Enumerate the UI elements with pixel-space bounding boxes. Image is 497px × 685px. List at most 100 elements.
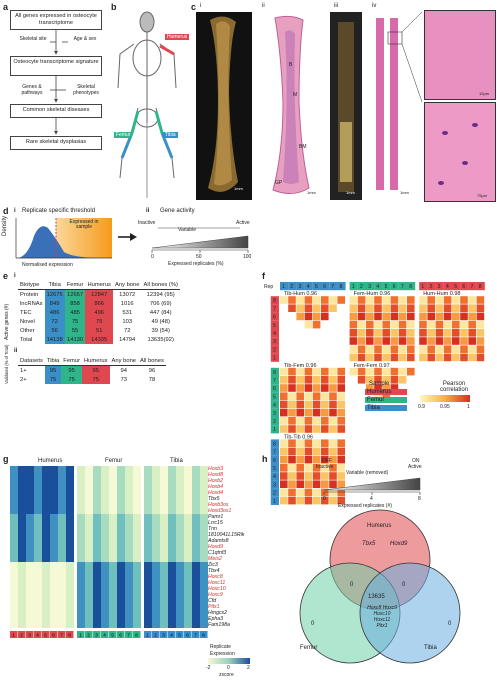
scale-label-75um: 75μm [477, 193, 488, 198]
g-heat-cell [117, 568, 125, 574]
g-heat-cell [160, 502, 168, 508]
gene-label: Hoxc11 [208, 580, 226, 586]
f-corr-cell [312, 472, 321, 480]
g-rep-label: 6 [52, 633, 55, 638]
h-active: Active [408, 464, 422, 470]
f-corr-cell [382, 337, 390, 345]
g-heat-cell [176, 616, 184, 622]
g-heat-cell [66, 484, 74, 490]
g-heat-cell [34, 574, 42, 580]
g-heat-cell [26, 622, 34, 628]
active-genes-cell: Novel [20, 318, 35, 325]
f-corr-cell [468, 353, 476, 362]
g-heat-cell [10, 610, 18, 616]
g-heat-cell [26, 592, 34, 598]
g-heat-cell [200, 616, 208, 622]
f-corr-cell [312, 376, 321, 384]
g-heat-cell [93, 592, 101, 598]
f-corr-cell [312, 296, 321, 304]
g-heat-cell [184, 496, 192, 502]
g-heat-cell [117, 550, 125, 556]
g-heat-cell [176, 592, 184, 598]
g-heat-cell [34, 472, 42, 478]
gene-label-column: Hoxb3 Hoxd8 Hoxb2 Hoxb4 Hoxd4 Tbx5 Hoxb3os Hoxd… [208, 466, 266, 628]
venn-fem-tib-genes: Hoxc8 Hoxc9 Hoxc10 Hoxc11 Pitx1 [356, 605, 408, 629]
g-heat-cell [192, 472, 200, 478]
g-heat-cell [93, 598, 101, 604]
f-corr-cell [452, 312, 460, 321]
gene-label: Tnn [208, 526, 217, 532]
f-corr-cell [304, 384, 313, 392]
g-heat-cell [109, 544, 117, 550]
g-heat-cell [101, 598, 109, 604]
venn-label-femur: Femur [300, 645, 318, 651]
f-corr-cell [398, 337, 407, 345]
f-corr-cell [280, 496, 288, 505]
f-corr-cell [366, 304, 374, 312]
g-heat-cell [125, 604, 133, 610]
g-rep-cell [101, 631, 109, 638]
f-top-rep [296, 282, 305, 291]
g-heat-cell [66, 568, 74, 574]
f-corr-cell [304, 320, 313, 329]
f-side-rep [270, 408, 279, 417]
g-heat-cell [50, 538, 58, 544]
f-corr-cell [374, 312, 382, 321]
gene-activity-wedge [151, 227, 249, 253]
g-heat-cell [42, 574, 50, 580]
f-top-rep-label: 8 [409, 284, 412, 290]
pearson-colorbar [420, 395, 470, 402]
f-corr-cell [382, 304, 390, 312]
f-side-rep [270, 464, 279, 473]
zoom-inset-2: 75μm [424, 102, 496, 202]
g-heat-cell [168, 478, 176, 484]
panel-d-label: d [3, 206, 9, 216]
g-heat-cell [34, 514, 42, 520]
active-genes-cell: 75 [85, 317, 113, 326]
g-heat-cell [58, 574, 66, 580]
validated-cell: 95 [44, 365, 62, 375]
g-heat-cell [200, 526, 208, 532]
venn-label-humerus: Humerus [367, 523, 392, 529]
g-heat-cell [168, 574, 176, 580]
validated-cell: 95 [82, 365, 110, 375]
f-rep-label: Rep [264, 284, 273, 290]
f-corr-cell [280, 408, 288, 417]
f-corr-cell [366, 376, 374, 384]
f-corr-cell [280, 417, 288, 425]
f-corr-cell [296, 376, 304, 384]
g-heat-cell [152, 574, 160, 580]
g-heat-cell [77, 484, 85, 490]
f-corr-cell [280, 367, 288, 376]
g-heat-cell [168, 514, 176, 520]
g-heat-cell [117, 580, 125, 586]
f-corr-cell [476, 329, 485, 337]
g-heat-cell [152, 604, 160, 610]
panel-d-ii: ii [146, 208, 150, 214]
f-corr-cell [312, 304, 321, 312]
f-corr-cell [452, 337, 460, 345]
g-tick-0: 0 [227, 665, 230, 671]
g-heat-cell [200, 544, 208, 550]
g-heat-cell [152, 532, 160, 538]
f-corr-cell [349, 353, 358, 362]
f-corr-cell [312, 439, 321, 447]
g-heat-cell [26, 580, 34, 586]
f-corr-cell [312, 367, 321, 376]
g-heat-cell [85, 604, 93, 610]
f-top-rep [398, 282, 407, 291]
g-heat-cell [101, 610, 109, 616]
g-heat-cell [168, 610, 176, 616]
venn-ft-gene: Hoxc9 [382, 605, 397, 611]
f-side-rep [270, 329, 279, 338]
f-side-rep [270, 400, 279, 409]
g-heat-cell [34, 484, 42, 490]
f-corr-cell [337, 384, 345, 392]
g-heat-cell [101, 586, 109, 592]
g-heat-cell [125, 592, 133, 598]
f-corr-cell [304, 464, 313, 472]
g-heat-cell [176, 622, 184, 628]
gene-activity-active: Active [236, 220, 250, 226]
g-heat-cell [10, 532, 18, 538]
f-corr-cell [337, 417, 345, 425]
